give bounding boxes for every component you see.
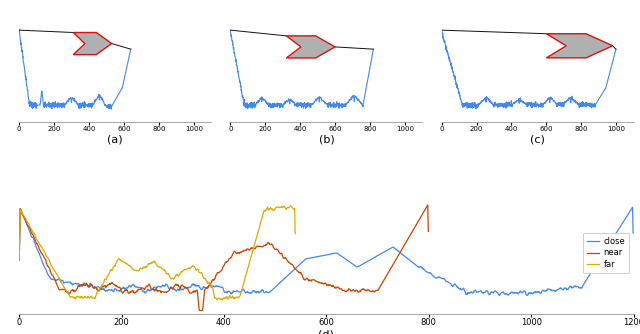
X-axis label: (a): (a) xyxy=(108,135,123,145)
X-axis label: (c): (c) xyxy=(530,135,545,145)
close xyxy=(351,264,358,268)
close xyxy=(495,294,503,298)
near xyxy=(40,256,48,260)
far xyxy=(262,209,269,213)
close xyxy=(338,255,346,259)
X-axis label: (b): (b) xyxy=(319,135,334,145)
close xyxy=(15,258,23,262)
close xyxy=(282,276,289,280)
near xyxy=(264,240,272,244)
far xyxy=(182,268,190,272)
X-axis label: (d): (d) xyxy=(319,330,334,334)
far xyxy=(287,204,294,208)
close xyxy=(222,290,230,294)
far xyxy=(291,232,299,236)
Line: close: close xyxy=(19,207,633,296)
near xyxy=(326,283,334,287)
far xyxy=(15,258,23,262)
near xyxy=(253,244,261,248)
far xyxy=(226,294,234,298)
Polygon shape xyxy=(547,34,612,58)
Polygon shape xyxy=(286,36,335,58)
near xyxy=(424,203,431,207)
close xyxy=(629,231,637,235)
close xyxy=(628,205,636,209)
Legend: close, near, far: close, near, far xyxy=(582,233,629,273)
near xyxy=(15,258,23,262)
far xyxy=(211,294,218,298)
close xyxy=(97,287,104,291)
Line: near: near xyxy=(19,205,428,310)
near xyxy=(424,229,432,233)
near xyxy=(368,289,376,293)
near xyxy=(196,308,204,312)
Polygon shape xyxy=(74,32,112,55)
Line: far: far xyxy=(19,206,295,300)
far xyxy=(219,298,227,302)
far xyxy=(31,232,38,236)
near xyxy=(276,252,284,256)
close xyxy=(119,287,127,291)
far xyxy=(254,231,262,235)
